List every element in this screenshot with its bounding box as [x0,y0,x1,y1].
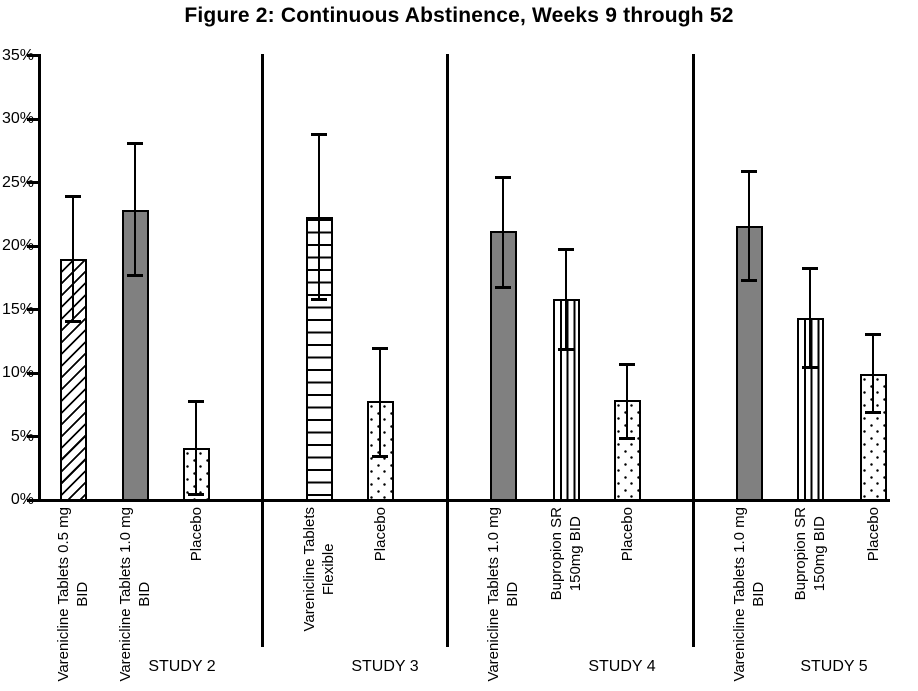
error-bar-cap-top [311,133,327,137]
x-axis-bar-label: Varenicline Tablets 1.0 mg BID [731,507,767,682]
y-tick-label: 25% [1,173,34,191]
error-bar-line [748,171,750,281]
y-tick [27,244,38,248]
study-separator [261,54,264,647]
error-bar-cap-top [495,176,511,180]
error-bar-cap-top [802,266,818,270]
error-bar-cap-bottom [741,279,757,283]
error-bar-line [134,143,136,276]
x-axis-bar-label: Bupropion SR 150mg BID [792,507,828,601]
x-axis-bar-label: Varenicline Tablets 0.5 mg BID [55,507,91,682]
x-axis-bar-label: Placebo [371,507,389,562]
error-bar-cap-bottom [65,319,81,323]
y-tick-label: 35% [1,46,34,64]
error-bar-line [809,267,811,367]
error-bar-line [318,134,320,300]
y-tick [27,117,38,121]
x-axis-bar-label: Varenicline Tablets 1.0 mg BID [117,507,153,682]
chart-title: Figure 2: Continuous Abstinence, Weeks 9… [184,4,734,27]
y-tick-label: 5% [10,427,34,445]
error-bar-cap-top [372,346,388,350]
bar-study5-placebo [859,374,887,501]
y-tick-label: 15% [1,300,34,318]
y-tick [27,308,38,311]
x-axis-line [38,499,890,502]
error-bar-cap-top [865,332,881,336]
study-label: STUDY 2 [148,658,216,675]
error-bar-cap-top [65,195,81,199]
y-tick [27,54,38,57]
y-tick [27,435,38,438]
x-axis-bar-label: Placebo [618,507,636,562]
error-bar-cap-bottom [495,285,511,289]
y-tick-label: 30% [1,110,34,127]
error-bar-cap-bottom [188,492,204,496]
bar-study4-placebo [613,399,641,501]
error-bar-line [872,333,874,413]
y-tick [27,181,38,184]
error-bar-cap-bottom [802,365,818,369]
error-bar-cap-top [558,247,574,251]
error-bar-cap-bottom [619,436,635,440]
x-axis-bar-label: Varenicline Tablets Flexible [301,507,337,632]
study-label: STUDY 4 [588,658,656,675]
y-tick [27,498,38,502]
error-bar-line [502,177,504,287]
error-bar-cap-top [741,170,757,174]
error-bar-cap-bottom [127,274,143,278]
error-bar-cap-bottom [558,347,574,351]
error-bar-cap-bottom [372,454,388,458]
error-bar-line [379,347,381,456]
y-tick [27,371,38,375]
study-separator [692,54,695,647]
y-tick-label: 0% [10,491,34,508]
study-label: STUDY 5 [800,658,868,675]
x-axis-bar-label: Varenicline Tablets 1.0 mg BID [485,507,521,682]
study-separator [446,54,449,647]
error-bar-line [195,400,197,494]
x-axis-bar-label: Bupropion SR 150mg BID [548,507,584,601]
y-tick-label: 10% [1,364,34,381]
bar-study3-varenicline-tablets-flexible [305,216,333,501]
error-bar-cap-top [619,363,635,367]
error-bar-line [565,248,567,349]
error-bar-line [72,196,74,321]
error-bar-cap-bottom [311,298,327,302]
y-tick-label: 20% [1,237,34,254]
study-label: STUDY 3 [351,658,419,675]
error-bar-cap-top [127,142,143,146]
x-axis-bar-label: Placebo [864,507,882,562]
error-bar-cap-top [188,399,204,403]
error-bar-line [626,364,628,438]
error-bar-cap-bottom [865,411,881,415]
x-axis-bar-label: Placebo [187,507,205,562]
y-axis-line [38,54,41,502]
